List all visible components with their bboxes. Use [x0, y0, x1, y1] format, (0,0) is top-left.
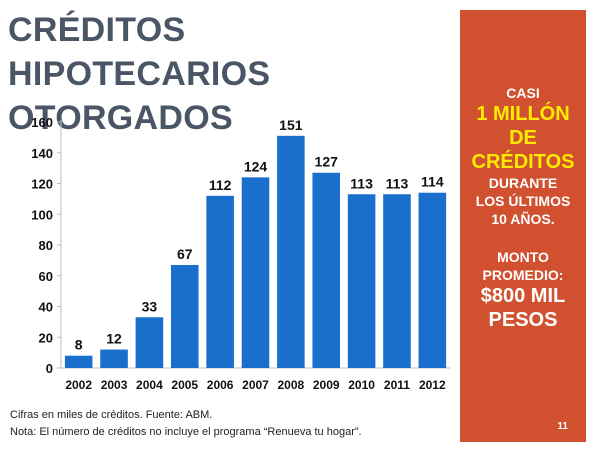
- panel-line-de: DE: [509, 127, 537, 149]
- bar-2010: [347, 194, 376, 368]
- panel-line-pesos: PESOS: [488, 309, 558, 331]
- page-title: CRÉDITOS HIPOTECARIOS OTORGADOS: [8, 8, 453, 140]
- x-tick-label: 2009: [313, 378, 340, 392]
- title-line-2: OTORGADOS: [8, 99, 233, 137]
- bar-2002: [64, 355, 93, 368]
- data-label: 12: [106, 331, 122, 347]
- source-note: Cifras en miles de créditos. Fuente: ABM…: [10, 409, 213, 421]
- data-label: 114: [421, 174, 444, 190]
- bar-2011: [383, 194, 411, 368]
- panel-line-durante: DURANTE: [488, 175, 558, 191]
- bar-2003: [100, 349, 128, 368]
- y-tick-label: 0: [46, 361, 53, 376]
- y-tick-label: 100: [31, 207, 53, 222]
- data-label: 113: [386, 175, 409, 191]
- bar-2004: [135, 317, 164, 368]
- x-tick-label: 2004: [136, 378, 163, 392]
- data-label: 124: [244, 158, 268, 174]
- data-label: 8: [75, 337, 83, 353]
- y-axis: 0 20 40 60 80 100 120 140 160: [31, 115, 61, 376]
- data-label: 33: [142, 298, 158, 314]
- x-tick-label: 2007: [242, 378, 269, 392]
- data-label: 127: [315, 154, 339, 170]
- disclaimer-note: Nota: El número de créditos no incluye e…: [10, 426, 362, 438]
- title-line-1: CRÉDITOS HIPOTECARIOS: [8, 11, 271, 93]
- x-tick-label: 2012: [419, 378, 446, 392]
- panel-line-creditos: CRÉDITOS: [471, 151, 575, 173]
- panel-line-promedio: PROMEDIO:: [482, 267, 564, 283]
- bar-2008: [277, 135, 305, 368]
- data-label: 112: [209, 177, 232, 193]
- panel-line-casi: CASI: [506, 85, 540, 101]
- y-tick-label: 40: [39, 300, 53, 315]
- bar-2012: [418, 192, 447, 368]
- y-tick-label: 80: [39, 238, 53, 253]
- bar-2007: [241, 177, 270, 368]
- x-tick-label: 2011: [384, 378, 410, 392]
- y-tick-label: 20: [39, 330, 53, 345]
- slide-number: 11: [557, 421, 568, 432]
- y-tick-label: 160: [31, 115, 53, 130]
- panel-line-ultimos: LOS ÚLTIMOS: [475, 193, 571, 209]
- data-label: 67: [177, 246, 193, 262]
- x-tick-label: 2003: [101, 378, 128, 392]
- x-axis: 2002 2003 2004 2005 2006 2007 2008 2009 2010 2011…: [65, 378, 446, 392]
- footnotes: Cifras en miles de créditos. Fuente: ABM…: [10, 407, 362, 441]
- x-tick-label: 2006: [207, 378, 234, 392]
- x-tick-label: 2005: [171, 378, 198, 392]
- x-tick-label: 2010: [348, 378, 375, 392]
- bar-2009: [312, 172, 341, 368]
- y-tick-label: 140: [31, 146, 53, 161]
- x-tick-label: 2002: [65, 378, 92, 392]
- x-tick-label: 2008: [278, 378, 305, 392]
- panel-text: CASI 1 MILLÓN DE CRÉDITOS DURANTE LOS ÚL…: [460, 84, 586, 332]
- panel-line-monto: MONTO: [497, 249, 549, 265]
- data-label: 113: [350, 175, 373, 191]
- bar-chart: 0 20 40 60 80 100 120 140 160 8 12 33 67 112 124 151 12…: [31, 115, 450, 392]
- panel-line-millon: 1 MILLÓN: [476, 103, 570, 125]
- data-label: 151: [279, 117, 303, 133]
- y-tick-label: 60: [39, 269, 53, 284]
- panel-line-amount: $800 MIL: [480, 285, 566, 307]
- bars: 8 12 33 67 112 124 151 127 113 113 114: [64, 117, 447, 368]
- panel-line-anos: 10 AÑOS.: [491, 211, 555, 227]
- y-tick-label: 120: [31, 177, 53, 192]
- highlight-panel: CASI 1 MILLÓN DE CRÉDITOS DURANTE LOS ÚL…: [460, 10, 586, 442]
- bar-2006: [206, 195, 234, 368]
- bar-2005: [170, 264, 199, 368]
